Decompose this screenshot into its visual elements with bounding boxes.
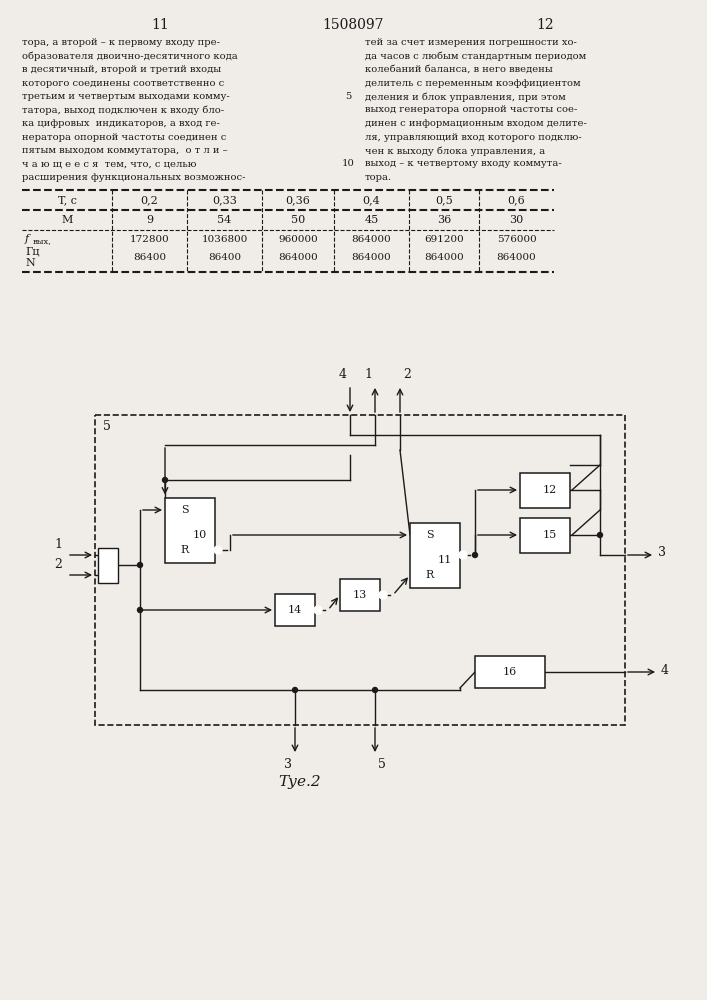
Text: 36: 36 [437, 215, 451, 225]
Text: 0,33: 0,33 [212, 195, 237, 205]
Text: пятым выходом коммутатора,  о т л и –: пятым выходом коммутатора, о т л и – [22, 146, 228, 155]
Text: 864000: 864000 [351, 235, 392, 244]
Text: 864000: 864000 [351, 253, 392, 262]
Text: 576000: 576000 [496, 235, 537, 244]
Text: образователя двоично-десятичного кода: образователя двоично-десятичного кода [22, 51, 238, 61]
Text: 864000: 864000 [496, 253, 537, 262]
Text: 2: 2 [54, 558, 62, 571]
Text: 54: 54 [217, 215, 232, 225]
Text: да часов с любым стандартным периодом: да часов с любым стандартным периодом [365, 51, 586, 61]
Text: нератора опорной частоты соединен с: нератора опорной частоты соединен с [22, 132, 226, 141]
Text: 864000: 864000 [424, 253, 464, 262]
Text: в десятичный, второй и третий входы: в десятичный, второй и третий входы [22, 65, 221, 74]
Text: тора.: тора. [365, 173, 392, 182]
Text: 86400: 86400 [208, 253, 241, 262]
Text: 13: 13 [353, 590, 367, 600]
Text: 4: 4 [339, 368, 347, 381]
Text: третьим и четвертым выходами комму-: третьим и четвертым выходами комму- [22, 92, 230, 101]
Text: 0,5: 0,5 [435, 195, 453, 205]
Text: которого соединены соответственно с: которого соединены соответственно с [22, 79, 224, 88]
Text: 4: 4 [661, 664, 669, 676]
Text: 5: 5 [378, 758, 386, 771]
Text: Гц: Гц [25, 246, 40, 256]
Text: выход – к четвертому входу коммута-: выход – к четвертому входу коммута- [365, 159, 562, 168]
Text: 3: 3 [284, 758, 292, 771]
Text: расширения функциональных возможнос-: расширения функциональных возможнос- [22, 173, 245, 182]
Text: динен с информационным входом делите-: динен с информационным входом делите- [365, 119, 587, 128]
Circle shape [459, 551, 467, 559]
Text: ч а ю щ е е с я  тем, что, с целью: ч а ю щ е е с я тем, что, с целью [22, 159, 197, 168]
Text: 12: 12 [543, 485, 557, 495]
Circle shape [597, 532, 602, 538]
Text: 1508097: 1508097 [322, 18, 384, 32]
Circle shape [293, 688, 298, 692]
Text: 11: 11 [438, 555, 452, 565]
Text: 172800: 172800 [129, 235, 170, 244]
Text: R: R [426, 570, 434, 580]
Text: 10: 10 [193, 530, 207, 540]
Text: ка цифровых  индикаторов, а вход ге-: ка цифровых индикаторов, а вход ге- [22, 119, 220, 128]
Text: 14: 14 [288, 605, 302, 615]
Circle shape [137, 607, 143, 612]
Text: 11: 11 [151, 18, 169, 32]
Text: N: N [25, 258, 35, 268]
Text: T, c: T, c [57, 195, 76, 205]
Text: 1: 1 [364, 368, 372, 381]
Text: 2: 2 [403, 368, 411, 381]
Text: 16: 16 [503, 667, 517, 677]
Bar [275, 594, 315, 626]
Bar [165, 497, 215, 562]
Text: f: f [25, 234, 29, 244]
Circle shape [137, 562, 143, 568]
Text: 5: 5 [345, 92, 351, 101]
Text: выход генератора опорной частоты сое-: выход генератора опорной частоты сое- [365, 105, 578, 114]
Text: 30: 30 [509, 215, 524, 225]
Text: ля, управляющий вход которого подклю-: ля, управляющий вход которого подклю- [365, 132, 582, 141]
Text: 0,6: 0,6 [508, 195, 525, 205]
Circle shape [214, 546, 222, 554]
Text: 864000: 864000 [278, 253, 318, 262]
Circle shape [379, 591, 387, 599]
Text: 5: 5 [103, 420, 111, 434]
Text: деления и блок управления, при этом: деления и блок управления, при этом [365, 92, 566, 102]
Circle shape [163, 478, 168, 483]
Text: 0,36: 0,36 [286, 195, 310, 205]
Text: колебаний баланса, в него введены: колебаний баланса, в него введены [365, 65, 553, 74]
Text: 1036800: 1036800 [201, 235, 247, 244]
Text: 86400: 86400 [133, 253, 166, 262]
Bar [410, 522, 460, 587]
Bar [98, 548, 118, 582]
Text: тей за счет измерения погрешности хо-: тей за счет измерения погрешности хо- [365, 38, 577, 47]
Text: 45: 45 [364, 215, 379, 225]
Text: 12: 12 [536, 18, 554, 32]
Text: 0,4: 0,4 [363, 195, 380, 205]
Text: M: M [62, 215, 73, 225]
Text: чен к выходу блока управления, а: чен к выходу блока управления, а [365, 146, 545, 155]
Circle shape [314, 606, 322, 614]
Bar [520, 473, 570, 508]
Text: 960000: 960000 [278, 235, 318, 244]
Text: S: S [181, 505, 189, 515]
Text: 0,2: 0,2 [141, 195, 158, 205]
Text: S: S [426, 530, 434, 540]
Text: Τуе.2: Τуе.2 [279, 775, 321, 789]
Text: R: R [181, 545, 189, 555]
Circle shape [373, 688, 378, 692]
Bar [340, 579, 380, 611]
Text: 10: 10 [341, 159, 354, 168]
Text: 691200: 691200 [424, 235, 464, 244]
Circle shape [472, 552, 477, 558]
Text: 50: 50 [291, 215, 305, 225]
Text: татора, выход подключен к входу бло-: татора, выход подключен к входу бло- [22, 105, 224, 115]
Text: вых,: вых, [33, 237, 52, 245]
Text: 3: 3 [658, 546, 666, 560]
Text: 1: 1 [54, 538, 62, 551]
Bar [520, 518, 570, 552]
Text: делитель с переменным коэффициентом: делитель с переменным коэффициентом [365, 79, 580, 88]
Text: 9: 9 [146, 215, 153, 225]
Text: 15: 15 [543, 530, 557, 540]
Bar [95, 415, 625, 725]
Text: тора, а второй – к первому входу пре-: тора, а второй – к первому входу пре- [22, 38, 220, 47]
Bar [475, 656, 545, 688]
